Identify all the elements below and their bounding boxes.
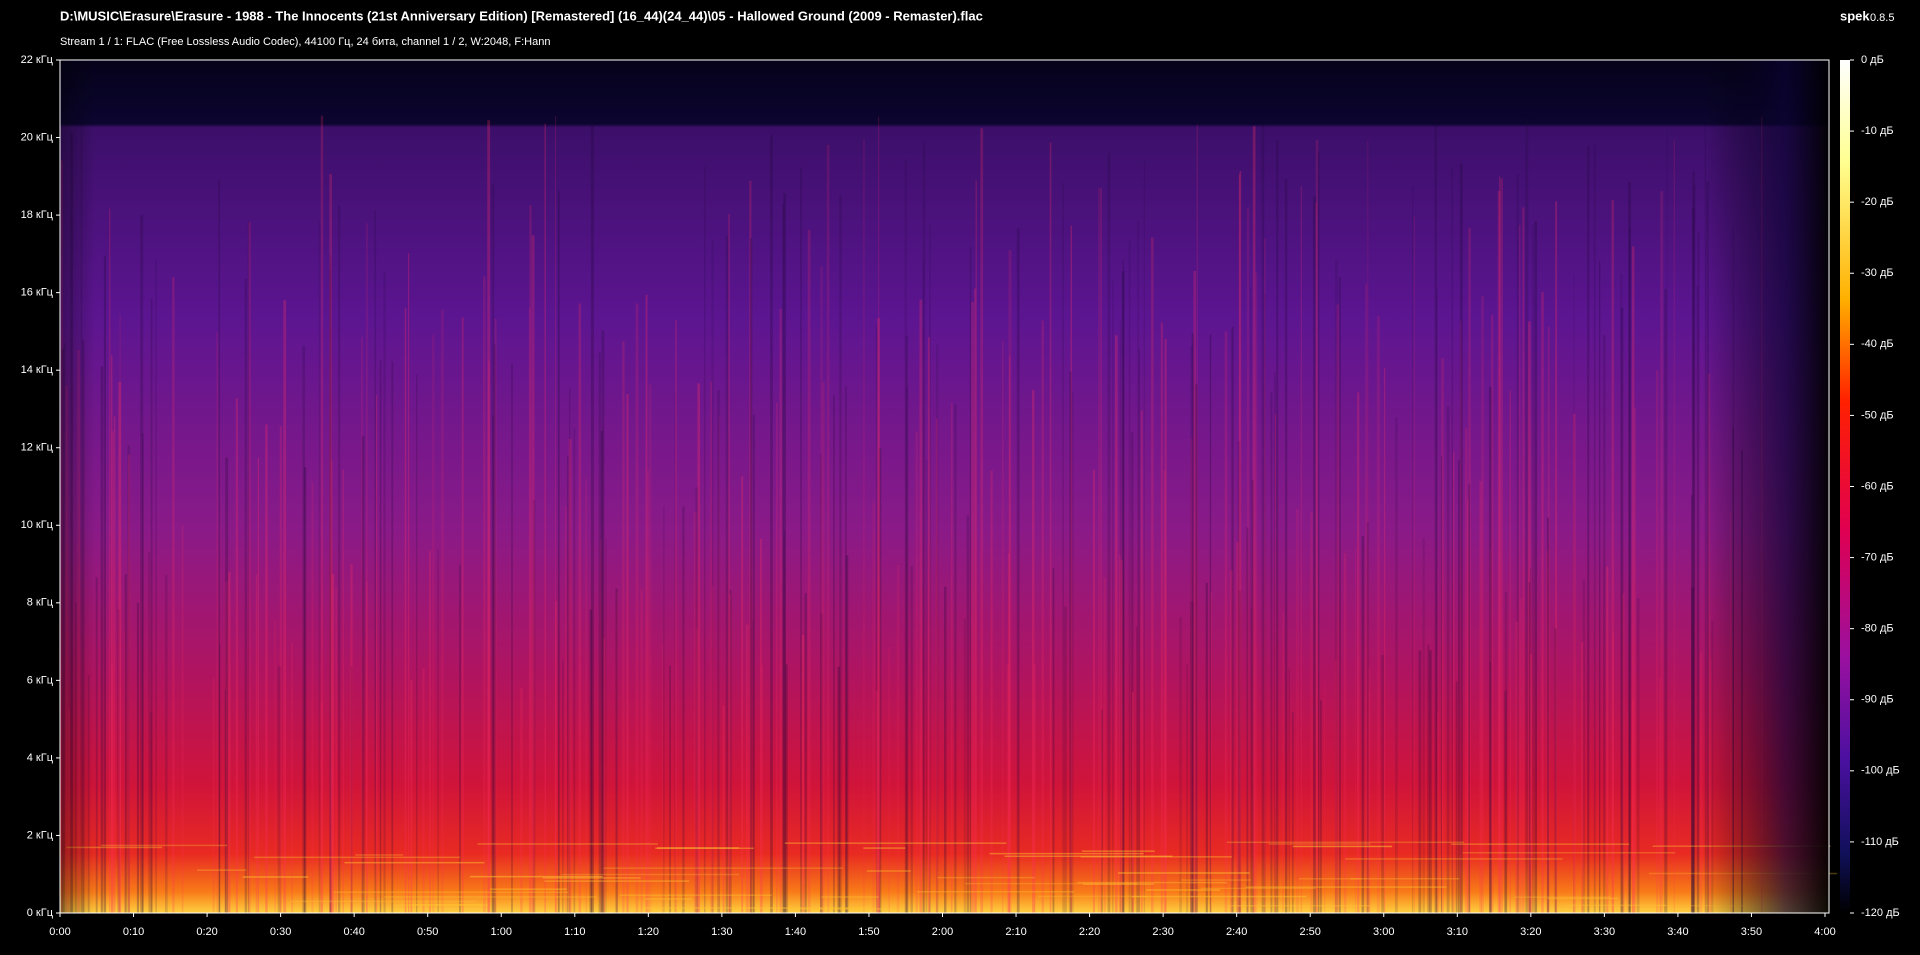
y-tick-label: 0 кГц	[27, 907, 54, 919]
x-tick-label: 3:20	[1520, 926, 1541, 938]
y-tick-label: 12 кГц	[21, 442, 54, 454]
x-tick-label: 2:00	[932, 926, 953, 938]
x-tick-label: 0:50	[417, 926, 438, 938]
x-tick-label: 3:30	[1594, 926, 1615, 938]
app-name: spek	[1840, 8, 1870, 23]
x-tick-label: 3:10	[1447, 926, 1468, 938]
y-tick-label: 6 кГц	[27, 674, 54, 686]
x-tick-label: 0:40	[343, 926, 364, 938]
colorbar-label: -10 дБ	[1861, 125, 1894, 137]
y-tick-label: 18 кГц	[21, 209, 54, 221]
colorbar-label: 0 дБ	[1861, 54, 1884, 66]
x-tick-label: 4:00	[1814, 926, 1835, 938]
colorbar-label: -40 дБ	[1861, 338, 1894, 350]
x-tick-label: 3:50	[1741, 926, 1762, 938]
y-tick-label: 16 кГц	[21, 287, 54, 299]
colorbar-label: -70 дБ	[1861, 551, 1894, 563]
x-tick-label: 1:10	[564, 926, 585, 938]
y-tick-label: 4 кГц	[27, 752, 54, 764]
colorbar-label: -80 дБ	[1861, 623, 1894, 635]
y-tick-label: 14 кГц	[21, 364, 54, 376]
x-tick-label: 0:10	[123, 926, 144, 938]
colorbar-label: -100 дБ	[1861, 765, 1900, 777]
x-tick-label: 1:00	[491, 926, 512, 938]
x-tick-label: 2:40	[1226, 926, 1247, 938]
plot-frame	[59, 59, 1830, 914]
x-tick-label: 2:50	[1299, 926, 1320, 938]
x-tick-label: 1:30	[711, 926, 732, 938]
colorbar-label: -20 дБ	[1861, 196, 1894, 208]
x-tick-label: 0:30	[270, 926, 291, 938]
colorbar-label: -30 дБ	[1861, 267, 1894, 279]
x-tick-label: 1:40	[785, 926, 806, 938]
x-tick-label: 0:20	[196, 926, 217, 938]
y-tick-label: 22 кГц	[21, 54, 54, 66]
y-tick-label: 20 кГц	[21, 131, 54, 143]
file-path: D:\MUSIC\Erasure\Erasure - 1988 - The In…	[60, 8, 983, 23]
colorbar-label: -50 дБ	[1861, 409, 1894, 421]
colorbar-label: -110 дБ	[1861, 836, 1899, 848]
x-tick-label: 0:00	[49, 926, 70, 938]
y-tick-label: 10 кГц	[21, 519, 54, 531]
colorbar-label: -120 дБ	[1861, 907, 1900, 919]
x-tick-label: 3:40	[1667, 926, 1688, 938]
x-tick-label: 3:00	[1373, 926, 1394, 938]
colorbar-label: -90 дБ	[1861, 694, 1894, 706]
x-tick-label: 2:20	[1079, 926, 1100, 938]
app-version: 0.8.5	[1870, 12, 1894, 24]
y-tick-label: 2 кГц	[27, 829, 54, 841]
x-tick-label: 2:30	[1152, 926, 1173, 938]
x-tick-label: 1:20	[638, 926, 659, 938]
stream-info: Stream 1 / 1: FLAC (Free Lossless Audio …	[60, 36, 550, 48]
y-tick-label: 8 кГц	[27, 597, 54, 609]
x-tick-label: 1:50	[858, 926, 879, 938]
colorbar-label: -60 дБ	[1861, 480, 1894, 492]
x-tick-label: 2:10	[1005, 926, 1026, 938]
spectrogram-fade	[60, 60, 1829, 913]
colorbar	[1840, 60, 1850, 913]
